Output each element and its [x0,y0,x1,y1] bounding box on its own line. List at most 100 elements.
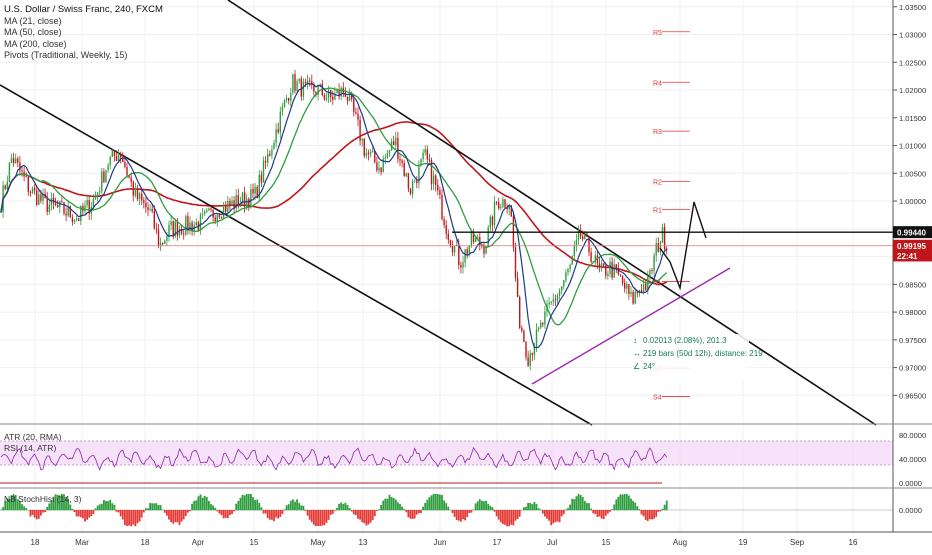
hist-bar [229,510,231,515]
candle-body [124,162,125,167]
candle-body [217,215,218,221]
hist-bar [582,497,584,510]
time-tick-label: Sep [790,538,805,547]
candle-body [446,225,447,234]
candle-body [26,176,27,177]
hist-bar [32,510,34,515]
candle-body [527,357,528,366]
candle-body [414,181,415,182]
hist-bar [254,500,256,510]
candle-body [578,230,579,240]
candle-body [36,190,37,204]
candle-body [103,171,104,182]
hist-bar [118,510,120,512]
legend-ma200[interactable]: MA (200, close) [4,39,163,51]
candle-body [275,129,276,143]
hist-bar [242,495,244,510]
hist-bar [130,510,132,526]
candle-body [530,353,531,366]
candle-body [326,98,327,100]
candle-body [630,292,631,294]
candle-body [603,263,604,265]
candle-body [427,149,428,159]
candle-body [353,99,354,112]
candle-body [170,221,171,224]
candle-body [294,74,295,91]
candle-body [246,199,247,207]
price-tick-label: 1.03500 [899,3,926,12]
candle-body [656,243,657,255]
hist-bar [330,510,332,515]
legend-pivots[interactable]: Pivots (Traditional, Weekly, 15) [4,50,163,62]
legend-ma50[interactable]: MA (50, close) [4,27,163,39]
hist-bar [25,508,27,510]
candle-body [74,220,75,222]
candle-body [458,245,459,265]
hist-bar [44,510,46,512]
candle-body [38,195,39,205]
candle-body [387,153,388,158]
candle-body [469,246,470,254]
hist-bar [355,510,357,515]
hist-bar [494,510,496,512]
hist-bar [162,510,164,511]
pivot-label: R4 [653,80,662,87]
candle-body [502,199,503,207]
candle-body [548,303,549,305]
hist-bar [517,510,519,519]
candle-body [525,342,526,357]
hist-bar [114,505,116,511]
stochhist-label[interactable]: NB StochHist (14, 3) [4,494,81,504]
hist-bar [561,510,563,516]
hist-bar [235,504,237,511]
candle-body [78,218,79,220]
candle-body [653,255,654,270]
candle-body [658,243,659,252]
candle-body [624,283,625,289]
hist-bar [69,505,71,511]
candle-body [110,157,111,165]
candle-body [401,161,402,163]
candle-body [137,188,138,199]
hist-bar [664,505,666,511]
legend-ma21[interactable]: MA (21, close) [4,16,163,28]
hist-bar [347,505,349,510]
hist-bar [36,510,38,519]
candle-body [399,159,400,161]
candle-body [561,286,562,290]
hist-bar [145,508,147,510]
hist-bar [0,510,2,511]
candle-body [410,189,411,194]
hist-bar [588,503,590,510]
candle-body [101,171,102,191]
hist-bar [429,497,431,510]
hist-bar [38,510,40,519]
candle-body [574,246,575,256]
hist-bar [552,510,554,523]
candle-body [215,218,216,222]
candle-body [65,214,66,216]
candle-body [118,154,119,161]
rsi-label[interactable]: RSI (14, ATR) [4,443,56,453]
candle-body [584,233,585,239]
candle-body [611,262,612,278]
hist-bar [298,503,300,510]
candle-body [11,158,12,163]
candle-body [538,328,539,330]
candle-body [452,246,453,253]
hist-bar [126,510,128,526]
hist-bar [109,500,111,511]
hist-bar [271,510,273,520]
chart-title: U.S. Dollar / Swiss Franc, 240, FXCM [4,4,163,16]
hist-bar [563,510,565,514]
price-tick-label: 0.97500 [899,336,926,345]
angle-icon: ∠ [633,360,643,373]
candle-body [145,203,146,208]
hist-bar [160,505,162,510]
price-tick-label: 0.98500 [899,280,926,289]
hist-bar [536,504,538,510]
atr-label[interactable]: ATR (20, RMA) [4,432,61,442]
hist-bar [389,495,391,511]
